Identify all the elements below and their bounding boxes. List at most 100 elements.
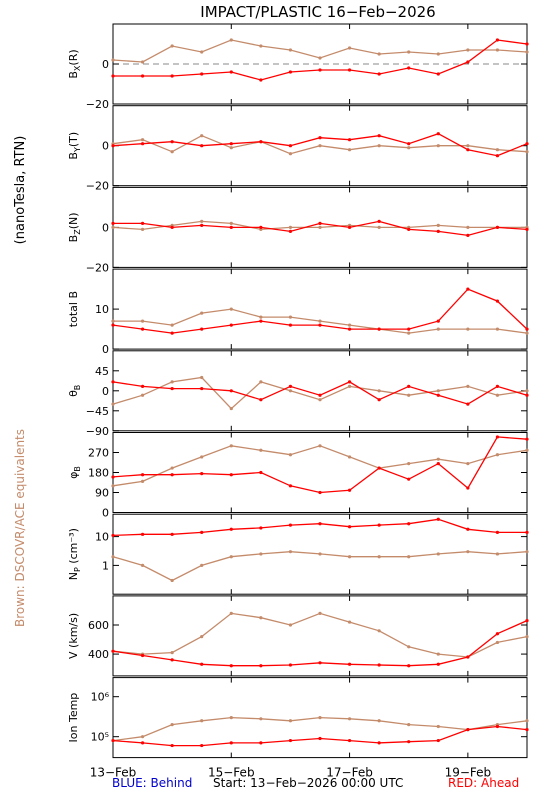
series-ahead-point xyxy=(200,743,204,748)
series-ahead-point xyxy=(436,132,440,136)
series-equivalent-point xyxy=(347,620,352,624)
series-ahead-point xyxy=(347,380,352,384)
series-ahead-point xyxy=(436,319,440,323)
series-equivalent-point xyxy=(377,555,381,559)
legend-ahead: RED: Ahead xyxy=(448,776,519,790)
series-ahead-point xyxy=(377,398,381,402)
panel-frame xyxy=(112,513,528,595)
series-ahead-point xyxy=(318,136,322,140)
series-equivalent xyxy=(111,219,529,231)
series-equivalent-point xyxy=(525,550,529,554)
series-ahead-point xyxy=(407,227,411,231)
series-equivalent-point xyxy=(229,307,233,311)
series-equivalent-point xyxy=(140,227,145,231)
y-tick-label: 400 xyxy=(88,648,109,661)
series-ahead-point xyxy=(229,389,233,393)
series-equivalent-point xyxy=(140,393,145,397)
series-ahead-point xyxy=(407,327,411,331)
series-ahead-point xyxy=(466,402,470,406)
series-equivalent-point xyxy=(495,453,500,457)
series-ahead-point xyxy=(200,72,204,76)
series-ahead-point xyxy=(407,740,411,744)
series-equivalent-point xyxy=(318,611,322,615)
series-ahead-point xyxy=(377,72,381,76)
series-equivalent-point xyxy=(318,56,322,60)
series-ahead-point xyxy=(495,38,500,42)
y-tick-label: −20 xyxy=(86,98,109,111)
series-ahead-point xyxy=(170,473,174,477)
plot-title: IMPACT/PLASTIC 16−Feb−2026 xyxy=(200,3,435,21)
series-ahead-point xyxy=(407,477,411,481)
series-ahead-point xyxy=(495,299,500,303)
series-equivalent-point xyxy=(525,50,529,54)
series-equivalent-point xyxy=(140,563,145,568)
y-tick-label: 45 xyxy=(95,365,109,378)
series-ahead-point xyxy=(525,728,529,732)
series-equivalent-point xyxy=(436,327,440,331)
series-equivalent-point xyxy=(200,311,204,315)
series-ahead-point xyxy=(377,466,381,470)
series-ahead-point xyxy=(318,522,322,526)
series-ahead-point xyxy=(318,661,322,665)
series-equivalent-point xyxy=(140,479,145,483)
y-axis-label: BY(T) xyxy=(67,132,82,160)
series-equivalent-point xyxy=(170,578,174,583)
start-time-label: Start: 13−Feb−2026 00:00 UTC xyxy=(213,776,403,790)
series-equivalent-point xyxy=(495,327,500,331)
series-ahead-point xyxy=(170,532,174,536)
series-ahead-point xyxy=(377,663,381,667)
series-ahead-point xyxy=(140,473,145,477)
series-ahead-point xyxy=(229,473,233,477)
series-equivalent xyxy=(111,550,529,583)
y-tick-label: 10 xyxy=(95,531,109,544)
series-ahead-point xyxy=(407,664,411,668)
series-equivalent-point xyxy=(288,389,293,393)
series-ahead-point xyxy=(111,533,115,538)
series-ahead-point xyxy=(407,384,411,388)
series-ahead-point xyxy=(259,398,263,402)
series-equivalent-point xyxy=(407,50,411,54)
series-ahead-point xyxy=(259,319,263,323)
y-tick-label: 180 xyxy=(88,467,109,480)
series-ahead-point xyxy=(140,532,145,536)
series-ahead-point xyxy=(288,384,293,388)
series-ahead-point xyxy=(288,484,293,488)
panel-frame xyxy=(112,677,528,759)
series-equivalent-point xyxy=(466,144,470,148)
series-equivalent-point xyxy=(111,484,115,488)
series-ahead-point xyxy=(377,327,381,331)
series-equivalent-point xyxy=(347,46,352,50)
series-ahead-point xyxy=(140,142,145,146)
series-equivalent-point xyxy=(407,645,411,649)
series-equivalent-point xyxy=(377,144,381,148)
series-ahead-point xyxy=(111,323,115,327)
y-axis-label: θB xyxy=(67,385,82,397)
panel-frame xyxy=(112,350,528,432)
series-ahead-point xyxy=(170,140,174,144)
series-ahead-point xyxy=(436,462,440,466)
series-ahead-point xyxy=(436,393,440,397)
series-ahead-point xyxy=(495,154,500,158)
series-equivalent-point xyxy=(200,134,204,138)
series-ahead-point xyxy=(318,323,322,327)
series-ahead xyxy=(111,435,529,495)
units-label: (nanoTesla, RTN) xyxy=(13,136,28,245)
series-ahead-point xyxy=(377,134,381,138)
series-equivalent-point xyxy=(259,552,263,556)
series-ahead-point xyxy=(347,525,352,529)
series-ahead-point xyxy=(140,74,145,78)
series-ahead-point xyxy=(170,743,174,748)
series-equivalent-point xyxy=(436,724,440,729)
x-tick-label: 19−Feb xyxy=(445,766,492,780)
series-equivalent-point xyxy=(200,375,204,380)
series-ahead-point xyxy=(466,287,470,291)
series-equivalent-point xyxy=(347,555,352,559)
series-ahead-point xyxy=(407,522,411,526)
x-tick-label: 13−Feb xyxy=(90,766,137,780)
x-tick-label: 17−Feb xyxy=(326,766,373,780)
series-equivalent-point xyxy=(318,144,322,148)
series-ahead-line xyxy=(112,518,527,537)
series-ahead-point xyxy=(229,664,233,668)
series-ahead-point xyxy=(111,74,115,78)
series-equivalent-point xyxy=(407,146,411,150)
